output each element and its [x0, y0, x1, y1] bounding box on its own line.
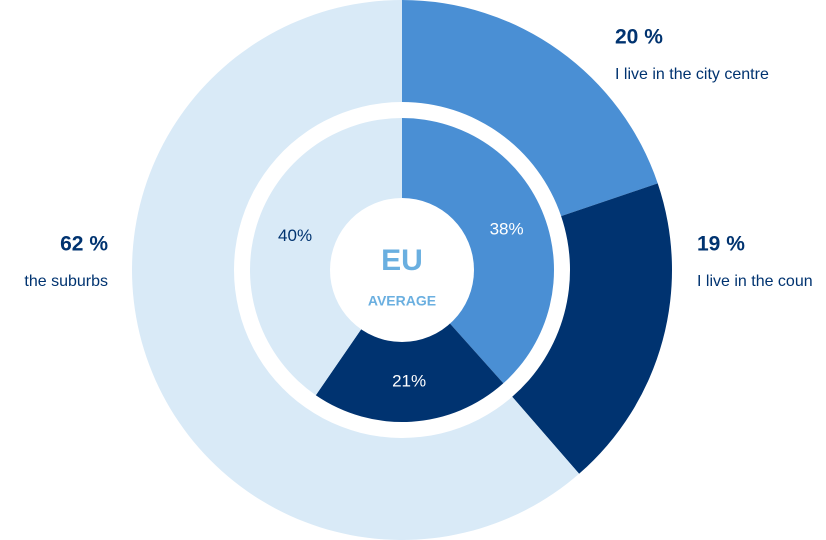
- outer-slice: [131, 0, 580, 540]
- outer-category-label: I live in the coun: [697, 273, 813, 290]
- outer-value-label: 19 %: [697, 233, 745, 256]
- outer-category-label: the suburbs: [24, 273, 108, 290]
- center-disc: [330, 198, 474, 342]
- inner-value-label: 21%: [392, 371, 426, 390]
- inner-slice: [402, 118, 554, 384]
- inner-value-label: 38%: [490, 220, 524, 239]
- outer-slice: [512, 183, 672, 474]
- center-title: EU: [381, 244, 423, 277]
- outer-category-label: I live in the city centre: [615, 66, 769, 83]
- outer-value-label: 62 %: [60, 233, 108, 256]
- center-subtitle: AVERAGE: [368, 293, 436, 309]
- outer-value-label: 20 %: [615, 26, 663, 49]
- inner-slice: [315, 322, 504, 422]
- outer-slice: [402, 0, 658, 217]
- inner-slice: [249, 118, 402, 396]
- inner-value-label: 40%: [278, 226, 312, 245]
